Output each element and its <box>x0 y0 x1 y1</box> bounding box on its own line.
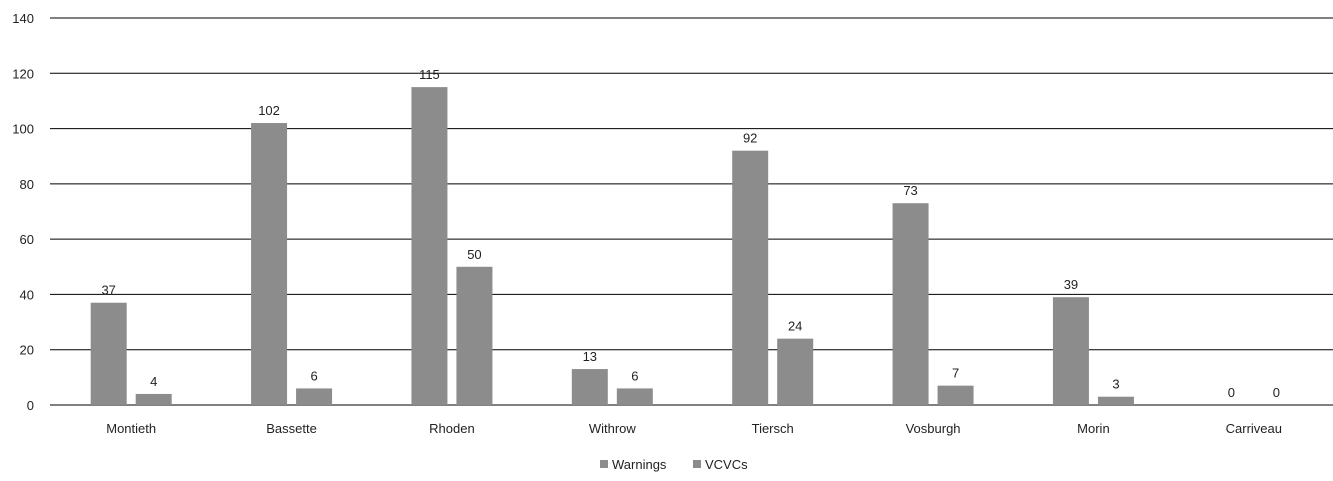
data-label: 50 <box>467 247 481 262</box>
x-tick-label: Withrow <box>589 421 637 436</box>
bar-vcvcs <box>456 266 493 405</box>
x-tick-label: Montieth <box>106 421 156 436</box>
y-tick-label: 40 <box>20 287 34 302</box>
bars <box>90 87 1134 406</box>
y-tick-label: 0 <box>27 398 34 413</box>
x-tick-label: Bassette <box>266 421 317 436</box>
bar-warnings <box>90 302 127 405</box>
x-tick-label: Rhoden <box>429 421 475 436</box>
x-tick-label: Tiersch <box>752 421 794 436</box>
bar-warnings <box>251 123 288 406</box>
data-label: 39 <box>1064 277 1078 292</box>
bar-warnings <box>732 150 769 405</box>
data-label: 6 <box>631 368 638 383</box>
gridlines <box>50 17 1333 406</box>
data-label: 3 <box>1112 377 1119 392</box>
x-tick-label: Vosburgh <box>906 421 961 436</box>
legend-label: Warnings <box>612 457 667 472</box>
bar-vcvcs <box>1097 396 1134 405</box>
bar-vcvcs <box>296 388 333 405</box>
bar-warnings <box>571 369 608 405</box>
data-labels: 37 4 102 6 115 50 13 6 92 24 73 7 39 3 0 0 <box>101 67 1279 400</box>
bar-vcvcs <box>616 388 653 405</box>
bar-warnings <box>411 87 448 405</box>
bar-vcvcs <box>937 385 974 405</box>
x-axis-tick-labels: Montieth Bassette Rhoden Withrow Tiersch Vosb… <box>106 421 1282 436</box>
data-label: 24 <box>788 319 802 334</box>
y-tick-label: 120 <box>12 66 34 81</box>
x-tick-label: Carriveau <box>1226 421 1282 436</box>
legend-swatch <box>600 460 608 468</box>
data-label: 92 <box>743 131 757 146</box>
data-label: 4 <box>150 374 157 389</box>
y-tick-label: 60 <box>20 232 34 247</box>
x-tick-label: Morin <box>1077 421 1110 436</box>
bar-vcvcs <box>135 393 172 405</box>
legend: Warnings VCVCs <box>600 457 748 472</box>
y-tick-label: 100 <box>12 122 34 137</box>
bar-warnings <box>1052 297 1089 405</box>
data-label: 73 <box>903 183 917 198</box>
data-label: 13 <box>583 349 597 364</box>
data-label: 0 <box>1273 385 1280 400</box>
legend-swatch <box>693 460 701 468</box>
bar-warnings <box>892 203 929 405</box>
bar-vcvcs <box>777 338 814 405</box>
y-axis-tick-labels: 0 20 40 60 80 100 120 140 <box>12 11 34 413</box>
data-label: 6 <box>310 368 317 383</box>
data-label: 115 <box>419 67 440 82</box>
data-label: 102 <box>258 103 280 118</box>
data-label: 37 <box>101 283 115 298</box>
y-tick-label: 140 <box>12 11 34 26</box>
legend-label: VCVCs <box>705 457 748 472</box>
data-label: 0 <box>1228 385 1235 400</box>
y-tick-label: 80 <box>20 177 34 192</box>
y-tick-label: 20 <box>20 343 34 358</box>
data-label: 7 <box>952 366 959 381</box>
